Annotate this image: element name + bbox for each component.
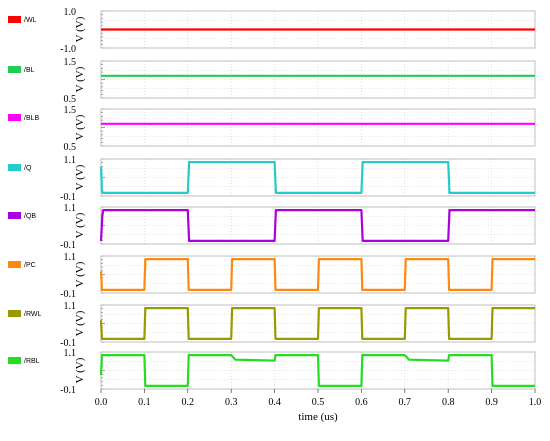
y-tick-label: 1.5	[64, 105, 77, 116]
x-tick-label: 1.0	[529, 397, 542, 408]
y-axis-title: V (V)	[74, 261, 86, 287]
y-axis-title: V (V)	[74, 357, 86, 383]
legend-swatch	[8, 212, 21, 219]
x-tick-label: 0.1	[138, 397, 151, 408]
y-tick-label: -0.1	[60, 289, 76, 300]
legend-label: /PC	[24, 262, 36, 269]
panel-rwl: /RWL V (V)1.1 -0.1	[8, 301, 536, 349]
x-tick-label: 0.9	[485, 397, 498, 408]
legend-swatch	[8, 16, 21, 23]
series-line	[99, 161, 535, 194]
legend-swatch	[8, 164, 21, 171]
x-tick-label: 0.8	[442, 397, 455, 408]
x-tick-label: 0.4	[268, 397, 281, 408]
legend-label: /BL	[24, 67, 35, 74]
x-tick-label: 0.2	[182, 397, 195, 408]
y-tick-label: 1.0	[64, 7, 77, 18]
legend-swatch	[8, 261, 21, 268]
y-tick-label: 0.5	[64, 94, 77, 105]
y-tick-label: -1.0	[60, 44, 76, 55]
series-line	[99, 209, 535, 242]
x-tick-label: 0.6	[355, 397, 368, 408]
panel-wl: /WL V (V)1.0 -1.0	[8, 7, 536, 55]
panel-rbl: /RBL V (V)1.1 -0.1	[8, 348, 536, 396]
y-tick-label: -0.1	[60, 338, 76, 349]
series-line	[99, 258, 535, 291]
panel-q: /Q V (V)1.1 -0.1	[8, 155, 536, 203]
y-axis-title: V (V)	[74, 212, 86, 238]
y-tick-label: 0.5	[64, 142, 77, 153]
y-tick-label: -0.1	[60, 240, 76, 251]
panel-blb: /BLB V (V)1.5 0.5	[8, 105, 536, 153]
legend-swatch	[8, 66, 21, 73]
y-axis-title: V (V)	[74, 66, 86, 92]
y-tick-label: -0.1	[60, 192, 76, 203]
series-line	[99, 354, 535, 387]
panel-qb: /QB V (V)1.1 -0.1	[8, 203, 536, 251]
y-axis-title: V (V)	[74, 164, 86, 190]
legend-swatch	[8, 310, 21, 317]
y-axis-title: V (V)	[74, 310, 86, 336]
y-tick-label: 1.1	[64, 348, 77, 359]
x-tick-label: 0.7	[399, 397, 412, 408]
legend-label: /RWL	[24, 311, 41, 318]
y-tick-label: 1.1	[64, 252, 77, 263]
y-axis-title: V (V)	[74, 16, 86, 42]
legend-label: /RBL	[24, 358, 40, 365]
x-tick-label: 0.0	[95, 397, 108, 408]
panel-bl: /BL V (V)1.5 0.5	[8, 57, 536, 105]
y-tick-label: 1.1	[64, 155, 77, 166]
panel-pc: /PC V (V)1.1 -0.1	[8, 252, 536, 300]
legend-label: /Q	[24, 165, 32, 172]
series-line	[99, 307, 535, 340]
legend-label: /WL	[24, 17, 37, 24]
y-tick-label: 1.5	[64, 57, 77, 68]
x-axis: 0.0 0.1 0.2 0.3 0.4 0.5 0.6 0.7 0.8 0.9 1.0 time (u…	[95, 389, 542, 423]
legend-swatch	[8, 357, 21, 364]
x-axis-title: time (us)	[298, 411, 338, 423]
x-tick-label: 0.5	[312, 397, 325, 408]
y-tick-label: -0.1	[60, 385, 76, 396]
y-tick-label: 1.1	[64, 203, 77, 214]
y-axis-title: V (V)	[74, 114, 86, 140]
legend-label: /BLB	[24, 115, 40, 122]
legend-label: /QB	[24, 213, 36, 220]
panel-frame	[100, 60, 536, 99]
panel-frame	[100, 108, 536, 147]
y-tick-label: 1.1	[64, 301, 77, 312]
x-tick-label: 0.3	[225, 397, 238, 408]
legend-swatch	[8, 114, 21, 121]
